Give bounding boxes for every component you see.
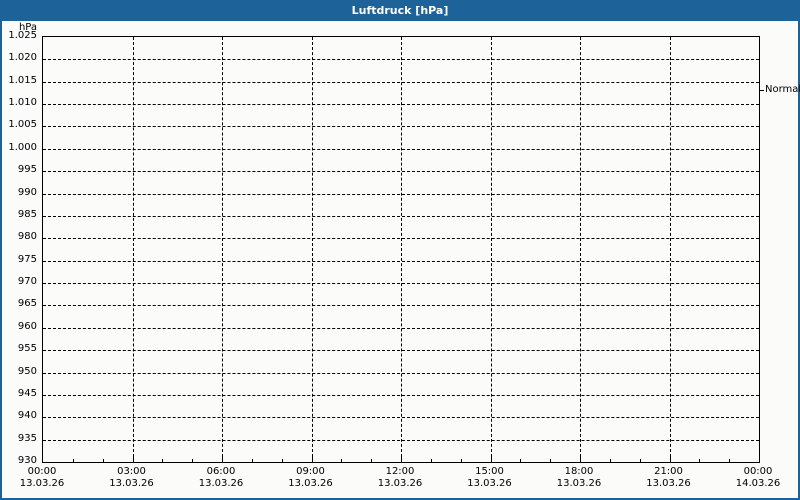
y-axis-tick-label: 975 bbox=[17, 253, 37, 265]
x-tick-time: 15:00 bbox=[475, 466, 504, 477]
x-axis-tick-label: 18:00 13.03.26 bbox=[534, 466, 624, 490]
annotation-tick-normal bbox=[760, 89, 764, 91]
gridline-vertical bbox=[669, 37, 671, 462]
x-axis-tick-label: 00:00 14.03.26 bbox=[713, 466, 800, 490]
x-axis-minor-tick bbox=[371, 459, 373, 462]
x-axis-tick-label: 00:00 13.03.26 bbox=[0, 466, 87, 490]
x-axis-major-tick bbox=[669, 457, 671, 462]
y-axis-tick-label: 965 bbox=[17, 298, 37, 310]
x-axis-minor-tick bbox=[699, 459, 701, 462]
x-axis-major-tick bbox=[490, 457, 492, 462]
y-axis-tick-label: 1.000 bbox=[8, 141, 37, 153]
y-axis-tick-label: 945 bbox=[17, 387, 37, 399]
y-axis-tick-label: 1.025 bbox=[8, 30, 37, 41]
x-axis-minor-tick bbox=[430, 459, 432, 462]
y-axis-unit-label: hPa bbox=[18, 22, 37, 33]
x-tick-time: 18:00 bbox=[564, 466, 594, 477]
x-axis-minor-tick bbox=[550, 459, 552, 462]
gridline-vertical bbox=[311, 37, 313, 462]
x-axis-major-tick bbox=[311, 457, 313, 462]
x-tick-date: 13.03.26 bbox=[646, 478, 691, 489]
x-axis-major-tick bbox=[401, 457, 402, 462]
annotation-label-normal: Normal bbox=[765, 83, 800, 95]
x-axis-major-tick bbox=[580, 457, 581, 462]
y-axis-tick-label: 930 bbox=[17, 455, 37, 466]
x-tick-date: 13.03.26 bbox=[556, 478, 602, 489]
plot-area bbox=[42, 36, 760, 463]
gridline-vertical bbox=[222, 37, 223, 462]
x-axis-major-tick bbox=[222, 457, 223, 462]
y-axis-tick-label: 940 bbox=[17, 410, 37, 422]
x-axis-tick-label: 21:00 13.03.26 bbox=[624, 466, 714, 490]
y-axis-tick-label: 970 bbox=[17, 276, 37, 288]
x-axis-tick-label: 15:00 13.03.26 bbox=[445, 466, 535, 490]
page-title: Luftdruck [hPa] bbox=[351, 4, 449, 17]
x-axis-minor-tick bbox=[162, 459, 164, 462]
x-axis-minor-tick bbox=[251, 459, 253, 462]
x-tick-time: 00:00 bbox=[27, 466, 57, 477]
y-axis-tick-label: 950 bbox=[17, 365, 37, 377]
x-tick-time: 06:00 bbox=[206, 466, 236, 477]
gridline-vertical bbox=[401, 37, 402, 462]
x-tick-time: 21:00 bbox=[654, 466, 683, 477]
x-tick-date: 13.03.26 bbox=[377, 478, 423, 489]
x-tick-time: 00:00 bbox=[743, 466, 773, 477]
x-axis-minor-tick bbox=[520, 459, 522, 462]
x-tick-time: 09:00 bbox=[296, 466, 325, 477]
y-axis-tick-label: 980 bbox=[17, 231, 37, 243]
x-axis-minor-tick bbox=[639, 459, 641, 462]
y-axis-tick-label: 995 bbox=[17, 164, 37, 176]
y-axis-tick-label: 1.005 bbox=[8, 119, 37, 131]
x-axis-minor-tick bbox=[341, 459, 343, 462]
x-tick-date: 13.03.26 bbox=[109, 478, 154, 489]
x-axis-tick-label: 12:00 13.03.26 bbox=[355, 466, 445, 490]
y-axis-tick-label: 955 bbox=[17, 343, 37, 355]
y-axis-tick-label: 1.010 bbox=[8, 97, 37, 109]
x-axis-minor-tick bbox=[72, 459, 74, 462]
x-axis-minor-tick bbox=[729, 459, 731, 462]
gridline-vertical bbox=[132, 37, 134, 462]
x-tick-date: 13.03.26 bbox=[467, 478, 512, 489]
x-axis-minor-tick bbox=[609, 459, 611, 462]
x-axis-tick-label: 03:00 13.03.26 bbox=[87, 466, 177, 490]
x-tick-date: 13.03.26 bbox=[19, 478, 65, 489]
y-axis-tick-label: 985 bbox=[17, 208, 37, 220]
x-axis-minor-tick bbox=[192, 459, 194, 462]
y-axis-tick-label: 960 bbox=[17, 320, 37, 332]
x-axis-minor-tick bbox=[102, 459, 104, 462]
chart-canvas: hPa 1.025 1.020 1.015 1.010 1.005 1.000 995 990… bbox=[0, 21, 800, 500]
y-axis-tick-label: 1.015 bbox=[8, 74, 37, 86]
x-axis-major-tick bbox=[132, 457, 134, 462]
x-axis-minor-tick bbox=[281, 459, 283, 462]
x-tick-time: 03:00 bbox=[117, 466, 146, 477]
x-tick-date: 14.03.26 bbox=[735, 478, 781, 489]
x-tick-time: 12:00 bbox=[385, 466, 415, 477]
x-axis-tick-label: 09:00 13.03.26 bbox=[266, 466, 356, 490]
gridline-vertical bbox=[490, 37, 492, 462]
y-axis-tick-label: 935 bbox=[17, 432, 37, 444]
x-tick-date: 13.03.26 bbox=[288, 478, 333, 489]
x-tick-date: 13.03.26 bbox=[198, 478, 244, 489]
x-axis-minor-tick bbox=[460, 459, 462, 462]
y-axis-tick-label: 990 bbox=[17, 186, 37, 198]
y-axis-tick-label: 1.020 bbox=[8, 52, 37, 64]
x-axis-tick-label: 06:00 13.03.26 bbox=[176, 466, 266, 490]
gridline-vertical bbox=[580, 37, 581, 462]
window-titlebar: Luftdruck [hPa] bbox=[0, 0, 800, 21]
